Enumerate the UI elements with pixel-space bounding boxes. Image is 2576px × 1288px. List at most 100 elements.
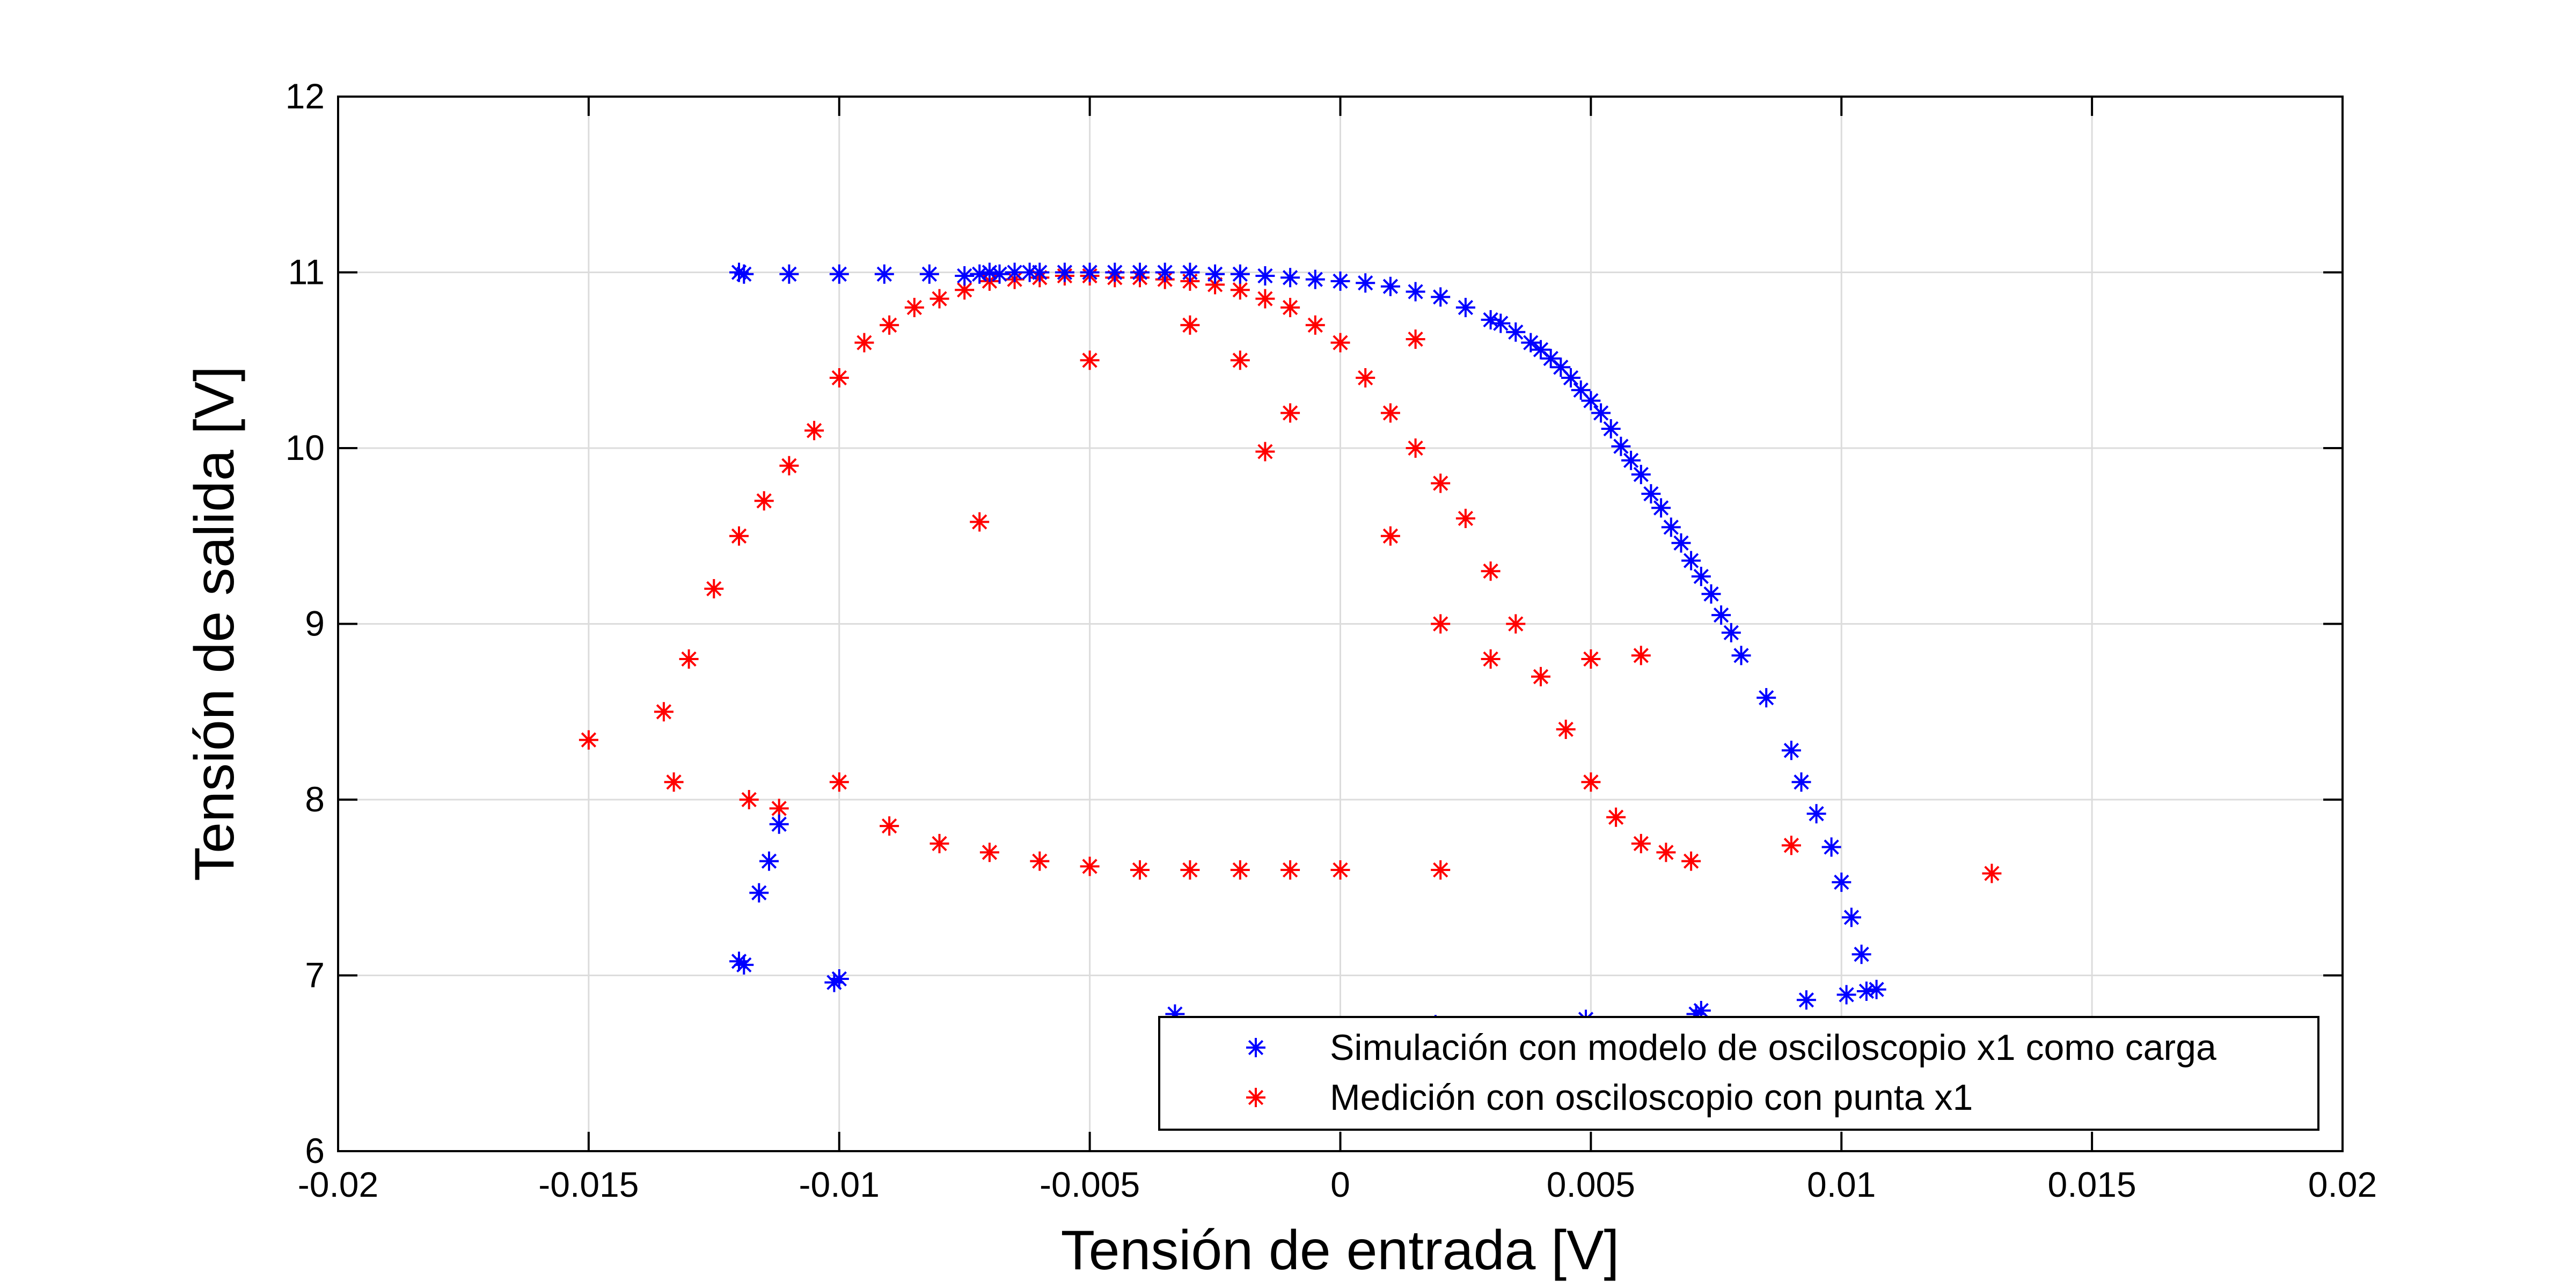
data-point [970, 264, 990, 284]
x-tick-label: -0.015 [538, 1165, 639, 1204]
data-point [1686, 1004, 1706, 1024]
data-point [1671, 533, 1691, 553]
data-point [704, 579, 724, 598]
data-point [880, 816, 899, 836]
y-tick-label: 8 [305, 779, 325, 819]
data-point [1205, 264, 1225, 284]
data-point [979, 262, 999, 282]
data-point [1757, 688, 1776, 708]
data-point [1731, 646, 1751, 665]
x-tick-label: -0.02 [298, 1165, 378, 1204]
data-point [729, 526, 749, 546]
x-axis-title: Tensión de entrada [V] [1061, 1219, 1620, 1282]
data-point [739, 790, 759, 809]
data-point [1180, 860, 1200, 880]
data-point [1255, 266, 1275, 286]
data-point [970, 512, 990, 532]
y-axis-title: Tensión de salida [V] [184, 366, 246, 881]
data-point [1556, 720, 1576, 739]
data-point [1531, 667, 1550, 686]
data-point [1305, 269, 1325, 289]
data-point [804, 421, 824, 441]
data-point [1681, 551, 1701, 570]
data-point [1781, 836, 1801, 855]
y-tick-label: 9 [305, 604, 325, 643]
data-point [1280, 298, 1300, 317]
data-point [1030, 262, 1050, 282]
data-point [829, 264, 849, 284]
data-point [1130, 262, 1150, 282]
series-simulacion-points [729, 262, 1886, 1035]
data-point [1455, 298, 1475, 317]
data-point [1591, 403, 1611, 423]
legend-marker-medicion [1246, 1088, 1265, 1107]
data-point [1601, 419, 1621, 438]
data-point [1841, 908, 1861, 927]
data-point [734, 264, 754, 284]
data-point [1832, 872, 1851, 892]
x-tick-label: 0.01 [1807, 1165, 1876, 1204]
data-point [1406, 282, 1425, 302]
data-point [1230, 350, 1250, 370]
data-point [1721, 623, 1741, 642]
data-point [1711, 605, 1731, 625]
data-point [1481, 310, 1501, 330]
data-point [824, 972, 844, 992]
data-point [1531, 340, 1550, 360]
data-point [1130, 860, 1150, 880]
data-point [1330, 333, 1350, 353]
data-point [579, 730, 598, 750]
data-point [1205, 275, 1225, 295]
x-tick-label: 0.02 [2308, 1165, 2377, 1204]
data-point [1455, 509, 1475, 528]
data-point [1781, 741, 1801, 760]
x-tick-label: 0.015 [2048, 1165, 2136, 1204]
y-tick-label: 6 [305, 1131, 325, 1170]
data-point [1165, 1004, 1185, 1024]
data-point [1481, 649, 1501, 669]
data-point [1155, 262, 1175, 282]
data-point [1431, 473, 1451, 493]
data-point [1581, 391, 1601, 411]
data-point [1561, 368, 1580, 387]
data-point [1255, 289, 1275, 309]
data-point [1080, 350, 1100, 370]
data-point [1305, 315, 1325, 335]
data-point [1255, 442, 1275, 462]
data-point [1791, 772, 1811, 792]
data-point [664, 772, 684, 792]
data-point [1230, 280, 1250, 300]
data-point [919, 264, 939, 284]
data-point [1701, 584, 1721, 604]
data-point [1380, 526, 1400, 546]
data-point [874, 264, 894, 284]
data-point [1030, 851, 1050, 871]
data-point [1380, 403, 1400, 423]
data-point [1491, 313, 1511, 333]
data-point [1506, 614, 1526, 634]
data-point [754, 491, 774, 511]
data-point [1651, 498, 1671, 518]
axis-ticks [337, 96, 2344, 1152]
data-point [1541, 349, 1561, 368]
data-point [1551, 357, 1571, 377]
data-point [1431, 287, 1451, 307]
x-tick-label: -0.01 [799, 1165, 880, 1204]
y-tick-label: 10 [286, 428, 325, 467]
data-point [955, 280, 975, 300]
data-point [1080, 857, 1100, 876]
x-tick-label: 0 [1330, 1165, 1350, 1204]
data-point [1656, 843, 1676, 862]
data-point [1631, 833, 1651, 853]
data-point [1851, 945, 1871, 964]
data-point [779, 456, 799, 475]
data-point [829, 368, 849, 387]
data-point [1571, 380, 1591, 400]
data-point [1330, 271, 1350, 291]
y-tick-label: 12 [286, 76, 325, 116]
y-tick-label: 7 [305, 955, 325, 995]
data-point [1681, 851, 1701, 871]
legend-marker-simulacion [1246, 1038, 1265, 1057]
data-point [829, 772, 849, 792]
